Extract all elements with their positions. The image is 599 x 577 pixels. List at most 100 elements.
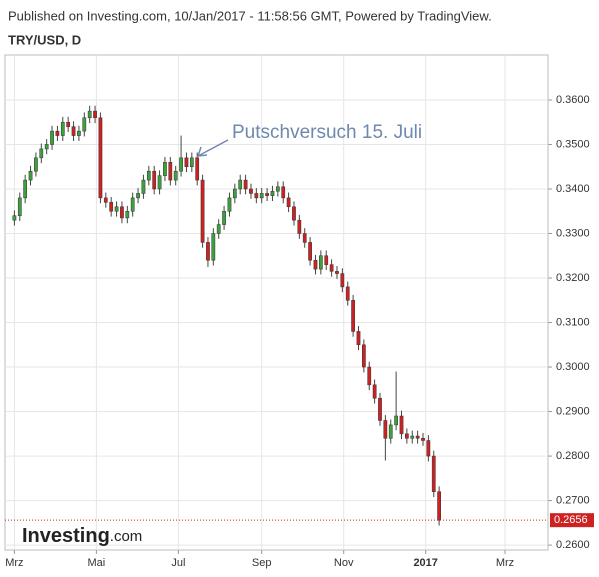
candle-body bbox=[157, 175, 162, 190]
candle-body bbox=[421, 438, 425, 441]
candle-body bbox=[259, 193, 264, 199]
candle-body bbox=[227, 197, 232, 212]
candle-body bbox=[286, 197, 291, 208]
x-tick-label: Nov bbox=[334, 557, 354, 569]
candle-body bbox=[313, 259, 318, 270]
y-tick-label: 0.3200 bbox=[556, 272, 590, 284]
candle-body bbox=[195, 157, 200, 181]
candle-body bbox=[184, 157, 189, 167]
candle-body bbox=[136, 193, 140, 199]
x-tick-label: Mrz bbox=[496, 557, 514, 569]
candle-body bbox=[179, 157, 183, 172]
candle-body bbox=[93, 110, 97, 119]
candle-body bbox=[109, 202, 114, 212]
candle-body bbox=[44, 144, 49, 150]
candle-body bbox=[130, 197, 135, 212]
candle-body bbox=[152, 170, 157, 190]
annotation: Putschversuch 15. Juli bbox=[232, 122, 422, 143]
x-tick-label: Mai bbox=[88, 557, 106, 569]
candle-body bbox=[77, 130, 81, 136]
y-tick-label: 0.3400 bbox=[556, 183, 590, 195]
candle-body bbox=[87, 110, 92, 119]
candle-body bbox=[216, 224, 221, 234]
candle-body bbox=[71, 126, 76, 136]
candle-body bbox=[308, 242, 312, 261]
x-tick-label: 2017 bbox=[413, 557, 437, 569]
candle-body bbox=[232, 188, 237, 199]
y-tick-label: 0.2900 bbox=[556, 405, 590, 417]
candle-body bbox=[23, 179, 28, 199]
candle-body bbox=[431, 455, 436, 492]
x-tick-label: Sep bbox=[252, 557, 272, 569]
candle-body bbox=[34, 157, 38, 172]
candles bbox=[12, 105, 441, 526]
candle-body bbox=[12, 215, 17, 221]
published-note: Published on Investing.com, 10/Jan/2017 … bbox=[8, 8, 492, 23]
candle-body bbox=[189, 157, 194, 167]
candle-body bbox=[410, 435, 415, 439]
candle-body bbox=[66, 121, 71, 127]
candle-body bbox=[200, 179, 205, 243]
candle-body bbox=[388, 424, 393, 439]
candle-body bbox=[146, 170, 151, 181]
candle-body bbox=[120, 206, 124, 219]
candle-body bbox=[292, 206, 296, 221]
y-tick-label: 0.2600 bbox=[556, 539, 590, 551]
x-tick-label: Jul bbox=[171, 557, 185, 569]
grid bbox=[5, 55, 552, 554]
candle-body bbox=[405, 433, 409, 439]
candle-body bbox=[60, 121, 65, 136]
candle-body bbox=[437, 491, 441, 521]
candle-body bbox=[281, 186, 286, 199]
candle-body bbox=[17, 197, 22, 216]
y-tick-label: 0.3500 bbox=[556, 138, 590, 150]
candle-body bbox=[297, 219, 302, 234]
last-price-box bbox=[550, 513, 594, 528]
candle-body bbox=[351, 300, 355, 332]
candle-body bbox=[394, 415, 398, 426]
logo-suffix: .com bbox=[110, 528, 143, 545]
candle-body bbox=[426, 440, 431, 457]
y-tick-label: 0.3300 bbox=[556, 227, 590, 239]
candle-body bbox=[275, 186, 280, 192]
candle-body bbox=[141, 179, 146, 194]
candle-body bbox=[114, 206, 119, 212]
candle-body bbox=[238, 179, 243, 190]
candle-body bbox=[173, 170, 178, 181]
candle-body bbox=[55, 130, 60, 136]
candle-body bbox=[265, 193, 269, 196]
candle-body bbox=[356, 331, 361, 346]
candle-body bbox=[243, 179, 248, 190]
candle-body bbox=[98, 117, 103, 199]
logo-name: Investing bbox=[22, 525, 110, 547]
candle-body bbox=[50, 130, 54, 145]
candle-body bbox=[28, 170, 33, 181]
y-tick-label: 0.2700 bbox=[556, 494, 590, 506]
candle-body bbox=[302, 233, 307, 243]
candle-body bbox=[103, 197, 108, 203]
candle-body bbox=[318, 255, 323, 270]
candle-body bbox=[249, 188, 253, 194]
candle-body bbox=[163, 162, 167, 176]
candle-body bbox=[82, 117, 87, 132]
candle-body bbox=[383, 420, 388, 439]
candle-body bbox=[206, 242, 210, 261]
candle-body bbox=[211, 233, 216, 261]
candle-body bbox=[324, 255, 329, 265]
candle-body bbox=[399, 415, 404, 435]
plot-frame bbox=[4, 54, 549, 551]
candle-body bbox=[415, 435, 420, 439]
annotation-arrow bbox=[197, 139, 229, 157]
candle-body bbox=[335, 271, 339, 274]
candle-body bbox=[345, 286, 350, 301]
y-tick-label: 0.2800 bbox=[556, 450, 590, 462]
candle-body bbox=[329, 264, 334, 272]
candle-body bbox=[254, 193, 259, 199]
candle-body bbox=[125, 210, 130, 219]
y-tick-label: 0.3000 bbox=[556, 361, 590, 373]
candle-body bbox=[340, 273, 345, 288]
candle-body bbox=[168, 162, 173, 181]
candle-body bbox=[378, 397, 382, 421]
logo: Investing.com bbox=[22, 525, 142, 547]
